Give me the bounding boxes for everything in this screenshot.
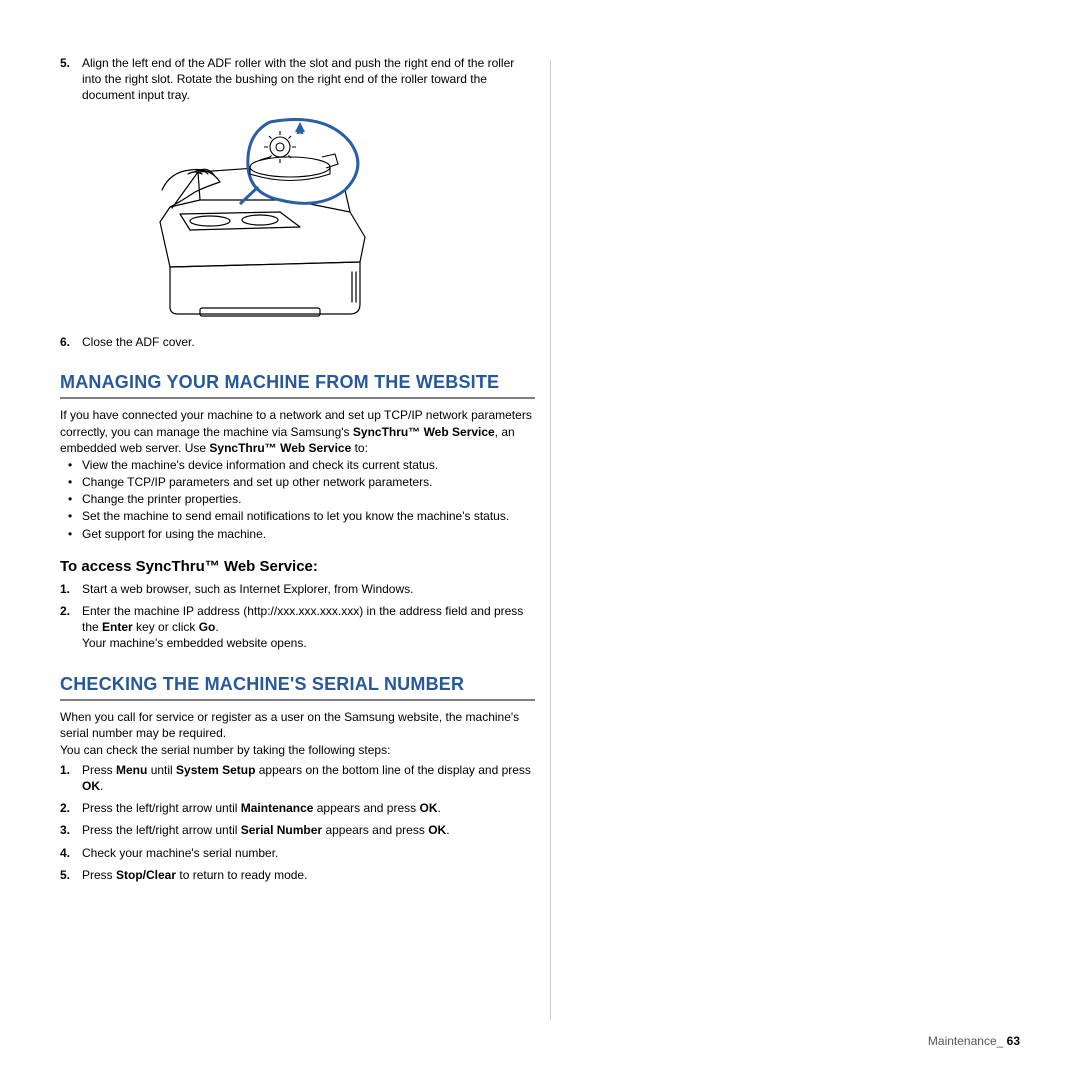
heading-rule bbox=[60, 397, 535, 399]
step-number: 6. bbox=[60, 334, 70, 350]
access-step-2: 2. Enter the machine IP address (http://… bbox=[60, 603, 535, 652]
intro-bold: SyncThru™ Web Service bbox=[209, 441, 351, 455]
list-item: View the machine's device information an… bbox=[60, 457, 535, 473]
step-text: Press Stop/Clear to return to ready mode… bbox=[82, 868, 307, 882]
step-number: 3. bbox=[60, 822, 70, 838]
serial-step-2: 2. Press the left/right arrow until Main… bbox=[60, 800, 535, 816]
serial-intro-1: When you call for service or register as… bbox=[60, 709, 535, 741]
adf-roller-illustration bbox=[150, 112, 390, 322]
page-footer: Maintenance_ 63 bbox=[928, 1034, 1020, 1048]
list-item: Change TCP/IP parameters and set up othe… bbox=[60, 474, 535, 490]
list-item: Get support for using the machine. bbox=[60, 526, 535, 542]
footer-sep: _ bbox=[997, 1034, 1007, 1048]
step-text: Check your machine's serial number. bbox=[82, 846, 278, 860]
step-text: Enter the machine IP address (http://xxx… bbox=[82, 604, 523, 634]
serial-step-5: 5. Press Stop/Clear to return to ready m… bbox=[60, 867, 535, 883]
step-text: Press Menu until System Setup appears on… bbox=[82, 763, 531, 793]
access-step-1: 1. Start a web browser, such as Internet… bbox=[60, 581, 535, 597]
left-column: 5. Align the left end of the ADF roller … bbox=[60, 55, 535, 889]
section-heading-managing: MANAGING YOUR MACHINE FROM THE WEBSITE bbox=[60, 372, 535, 394]
subsection-heading-access: To access SyncThru™ Web Service: bbox=[60, 558, 535, 575]
heading-rule bbox=[60, 699, 535, 701]
column-divider bbox=[550, 60, 551, 1020]
step-note: Your machine's embedded website opens. bbox=[82, 636, 307, 650]
step-number: 2. bbox=[60, 603, 70, 619]
step-5: 5. Align the left end of the ADF roller … bbox=[60, 55, 535, 104]
serial-step-3: 3. Press the left/right arrow until Seri… bbox=[60, 822, 535, 838]
step-text: Close the ADF cover. bbox=[82, 335, 195, 349]
step-number: 5. bbox=[60, 867, 70, 883]
intro-bold: SyncThru™ Web Service bbox=[353, 425, 495, 439]
step-text: Press the left/right arrow until Serial … bbox=[82, 823, 450, 837]
serial-step-4: 4. Check your machine's serial number. bbox=[60, 845, 535, 861]
serial-intro-2: You can check the serial number by takin… bbox=[60, 742, 535, 758]
step-number: 1. bbox=[60, 581, 70, 597]
footer-page-number: 63 bbox=[1007, 1034, 1020, 1048]
step-number: 1. bbox=[60, 762, 70, 778]
step-6: 6. Close the ADF cover. bbox=[60, 334, 535, 350]
serial-step-1: 1. Press Menu until System Setup appears… bbox=[60, 762, 535, 794]
section-heading-serial: CHECKING THE MACHINE'S SERIAL NUMBER bbox=[60, 674, 535, 696]
step-text: Start a web browser, such as Internet Ex… bbox=[82, 582, 413, 596]
step-text: Align the left end of the ADF roller wit… bbox=[82, 56, 514, 102]
section-intro: If you have connected your machine to a … bbox=[60, 407, 535, 456]
list-item: Set the machine to send email notificati… bbox=[60, 508, 535, 524]
step-number: 2. bbox=[60, 800, 70, 816]
step-number: 5. bbox=[60, 55, 70, 71]
footer-section: Maintenance bbox=[928, 1034, 997, 1048]
intro-text: to: bbox=[351, 441, 368, 455]
list-item: Change the printer properties. bbox=[60, 491, 535, 507]
step-number: 4. bbox=[60, 845, 70, 861]
step-text: Press the left/right arrow until Mainten… bbox=[82, 801, 441, 815]
